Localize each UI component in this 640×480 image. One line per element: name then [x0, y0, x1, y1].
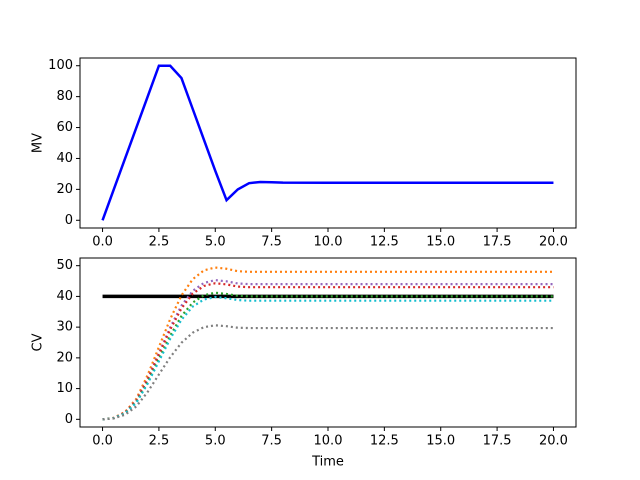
y-tick-label: 50	[56, 258, 73, 273]
y-tick-label: 0	[65, 412, 73, 427]
x-tick-label: 2.5	[149, 235, 170, 250]
y-tick-label: 30	[56, 320, 73, 335]
x-tick-label: 17.5	[483, 235, 512, 250]
y-axis-label: CV	[31, 333, 46, 351]
x-tick-label: 17.5	[483, 434, 512, 449]
data-line	[101, 64, 554, 221]
x-tick-label: 7.5	[261, 235, 282, 250]
data-line	[102, 282, 554, 421]
x-tick-label: 5.0	[205, 235, 226, 250]
x-tick-label: 7.5	[261, 434, 282, 449]
data-line	[102, 291, 554, 421]
x-tick-label: 20.0	[539, 235, 568, 250]
y-tick-label: 100	[48, 58, 73, 73]
y-tick-label: 40	[56, 151, 73, 166]
x-tick-label: 15.0	[426, 434, 455, 449]
x-tick-label: 10.0	[314, 235, 343, 250]
x-tick-label: 20.0	[539, 434, 568, 449]
x-tick-label: 10.0	[314, 434, 343, 449]
y-tick-label: 20	[56, 350, 73, 365]
y-tick-label: 0	[65, 213, 73, 228]
x-axis-label: Time	[311, 455, 344, 470]
y-tick-label: 10	[56, 381, 73, 396]
x-tick-label: 0.0	[92, 434, 113, 449]
y-tick-label: 60	[56, 120, 73, 135]
x-tick-label: 12.5	[370, 235, 399, 250]
data-line	[102, 324, 554, 421]
y-tick-label: 20	[56, 182, 73, 197]
x-tick-label: 15.0	[426, 235, 455, 250]
x-tick-label: 2.5	[149, 434, 170, 449]
x-tick-label: 12.5	[370, 434, 399, 449]
x-tick-label: 0.0	[92, 235, 113, 250]
y-axis-label: MV	[31, 133, 46, 153]
axes-frame	[79, 57, 577, 229]
y-tick-label: 80	[56, 89, 73, 104]
y-tick-label: 40	[56, 289, 73, 304]
x-tick-label: 5.0	[205, 434, 226, 449]
data-line	[102, 266, 554, 421]
